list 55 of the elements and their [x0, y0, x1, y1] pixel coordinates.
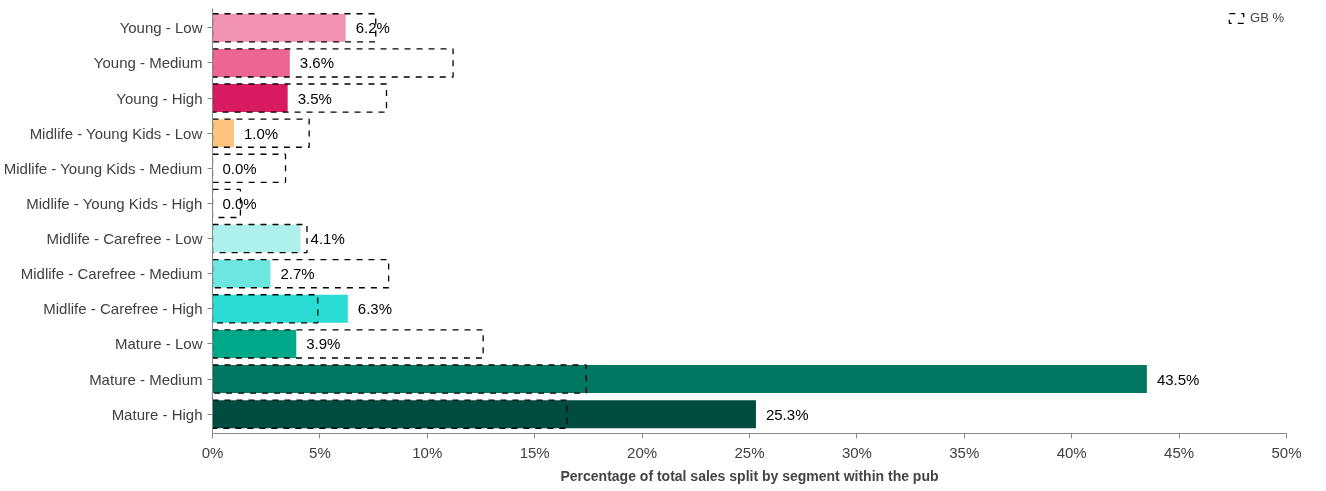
data-label: 6.2%: [355, 19, 390, 37]
x-tick-label: 5%: [309, 443, 331, 461]
y-tick-label: Midlife - Young Kids - Medium: [3, 159, 203, 177]
data-label: 1.0%: [243, 124, 279, 142]
y-tick-label: Mature - Low: [114, 335, 203, 353]
data-label: 3.5%: [297, 89, 332, 107]
y-tick-label: Midlife - Young Kids - Low: [29, 124, 203, 142]
x-tick-label: 0%: [201, 443, 224, 461]
bar: [212, 13, 346, 42]
bar: [212, 48, 290, 77]
x-tick-label: 15%: [519, 443, 550, 461]
y-tick-label: Young - Medium: [93, 54, 203, 72]
x-tick-label: 50%: [1271, 443, 1302, 461]
y-tick-label: Young - High: [116, 89, 203, 107]
bar: [212, 119, 234, 148]
bar: [212, 399, 568, 429]
y-tick-label: Midlife - Carefree - High: [43, 300, 203, 318]
x-tick-label: 40%: [1056, 443, 1087, 461]
y-tick-label: Midlife - Carefree - Medium: [20, 265, 203, 283]
bar: [212, 259, 271, 288]
data-label: 2.7%: [280, 265, 315, 283]
data-label: 4.1%: [310, 230, 345, 248]
data-label: 6.3%: [357, 300, 393, 318]
x-tick-label: 35%: [949, 443, 980, 461]
data-label: 3.6%: [299, 54, 335, 72]
x-tick-label: 45%: [1164, 443, 1195, 461]
bar: [212, 329, 484, 359]
bar: [212, 364, 587, 394]
bar: [212, 400, 756, 429]
data-label: 0.0%: [222, 194, 257, 212]
x-tick-label: 30%: [841, 443, 872, 461]
data-label: 43.5%: [1156, 370, 1200, 388]
bar: [212, 294, 348, 323]
y-tick-label: Mature - High: [111, 405, 203, 423]
data-label: 25.3%: [765, 405, 809, 423]
bar: [212, 83, 388, 113]
bar: [212, 118, 310, 148]
bar: [212, 153, 287, 184]
bar: [212, 48, 454, 78]
bar: [212, 294, 319, 324]
x-axis-title: Percentage of total sales split by segment within the pub: [560, 467, 939, 484]
x-tick-label: 25%: [734, 443, 765, 461]
y-tick-label: Midlife - Carefree - Low: [46, 230, 203, 248]
data-label: 0.0%: [222, 159, 257, 177]
bar: [212, 84, 288, 113]
x-tick-label: 10%: [412, 443, 443, 461]
y-tick-label: Young - Low: [119, 19, 203, 37]
bar: [212, 258, 390, 289]
y-tick-label: Midlife - Young Kids - High: [26, 194, 203, 212]
y-tick-label: Mature - Medium: [89, 370, 203, 388]
bar: [212, 365, 1147, 394]
bar: [212, 329, 297, 358]
legend-label: GB %: [1250, 10, 1284, 25]
data-label: 3.9%: [306, 335, 341, 353]
x-tick-label: 20%: [627, 443, 658, 461]
